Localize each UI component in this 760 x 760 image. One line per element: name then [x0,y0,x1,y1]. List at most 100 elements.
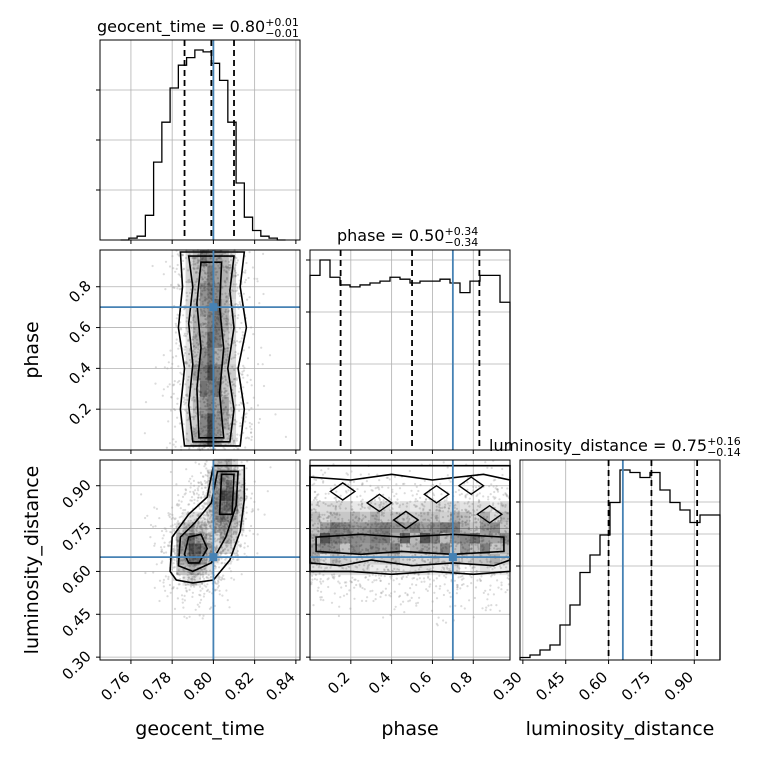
sample-point [166,385,169,388]
sample-point [214,366,217,369]
sample-point [327,467,330,470]
sample-point [201,587,204,590]
sample-point [181,254,184,257]
sample-point [165,530,168,533]
density-cell [238,490,245,502]
sample-point [497,586,500,589]
sample-point [416,578,419,581]
sample-point [197,260,200,263]
sample-point [226,320,229,323]
density-cell [231,522,239,533]
sample-point [237,352,240,355]
sample-point [256,533,259,536]
sample-point [186,362,189,365]
sample-point [187,386,190,389]
sample-point [381,486,384,489]
sample-point [236,259,239,262]
sample-point [367,578,370,581]
sample-point [476,579,479,582]
sample-point [229,570,233,573]
sample-point [194,364,197,367]
sample-point [158,579,162,582]
sample-point [448,591,451,594]
sample-point [224,284,227,287]
sample-point [245,511,248,514]
sample-point [360,599,364,603]
sample-point [224,418,228,421]
sample-point [225,323,229,326]
sample-point [173,566,176,569]
sample-point [487,593,490,596]
sample-point [199,400,202,403]
sample-point [495,604,498,607]
sample-point [228,429,231,432]
sample-point [174,322,177,325]
x-tick-label: 0.78 [139,668,175,704]
sample-point [475,494,478,498]
sample-point [179,383,182,386]
sample-point [446,589,449,592]
sample-point [172,516,175,519]
sample-point [184,508,187,512]
sample-point [205,280,208,283]
sample-point [428,578,431,581]
sample-point [320,582,323,585]
sample-point [389,575,392,578]
sample-point [201,430,204,433]
sample-point [217,409,220,412]
sample-point [194,355,198,358]
sample-point [262,384,266,388]
sample-point [426,589,429,593]
sample-point [169,349,172,352]
sample-point [225,340,228,343]
sample-point [192,418,195,421]
hist-step-luminosity-distance [519,469,721,660]
sample-point [393,475,397,478]
sample-point [333,592,336,595]
sample-point [196,487,199,490]
sample-point [228,413,231,416]
sample-point [225,317,228,320]
density-cell [200,396,208,414]
sample-point [192,349,195,353]
sample-point [184,401,187,404]
sample-point [246,374,249,377]
sample-point [198,446,201,449]
sample-point [153,544,156,547]
sample-point [183,615,186,618]
sample-point [234,354,237,357]
sample-point [183,594,186,598]
sample-point [174,445,177,448]
sample-point [395,492,398,495]
sample-point [249,425,252,428]
sample-point [191,415,194,418]
sample-point [479,579,482,582]
sample-point [353,597,356,600]
sample-point [418,577,421,580]
sample-point [244,517,247,520]
sample-point [168,515,171,519]
hist-panel-luminosity-distance: 0.30 0.45 0.60 0.75 0.90 [489,459,721,704]
density-cell [192,331,200,348]
sample-point [184,394,188,397]
density-cell [192,396,200,414]
sample-point [313,478,316,481]
sample-point [203,356,206,359]
sample-point [203,282,206,285]
sample-point [195,424,198,427]
x-tick-label: 0.82 [221,668,257,704]
density-cell [200,364,208,381]
sample-point [245,506,248,509]
sample-point [201,363,204,366]
sample-point [250,524,253,528]
sample-point [144,401,148,404]
sample-point [201,314,204,317]
sample-point [460,605,463,608]
sample-point [226,346,229,350]
sample-point [226,266,229,269]
sample-point [153,542,156,545]
sample-point [410,596,413,600]
sample-point [232,342,235,345]
sample-point [194,489,197,492]
sample-point [188,503,191,506]
